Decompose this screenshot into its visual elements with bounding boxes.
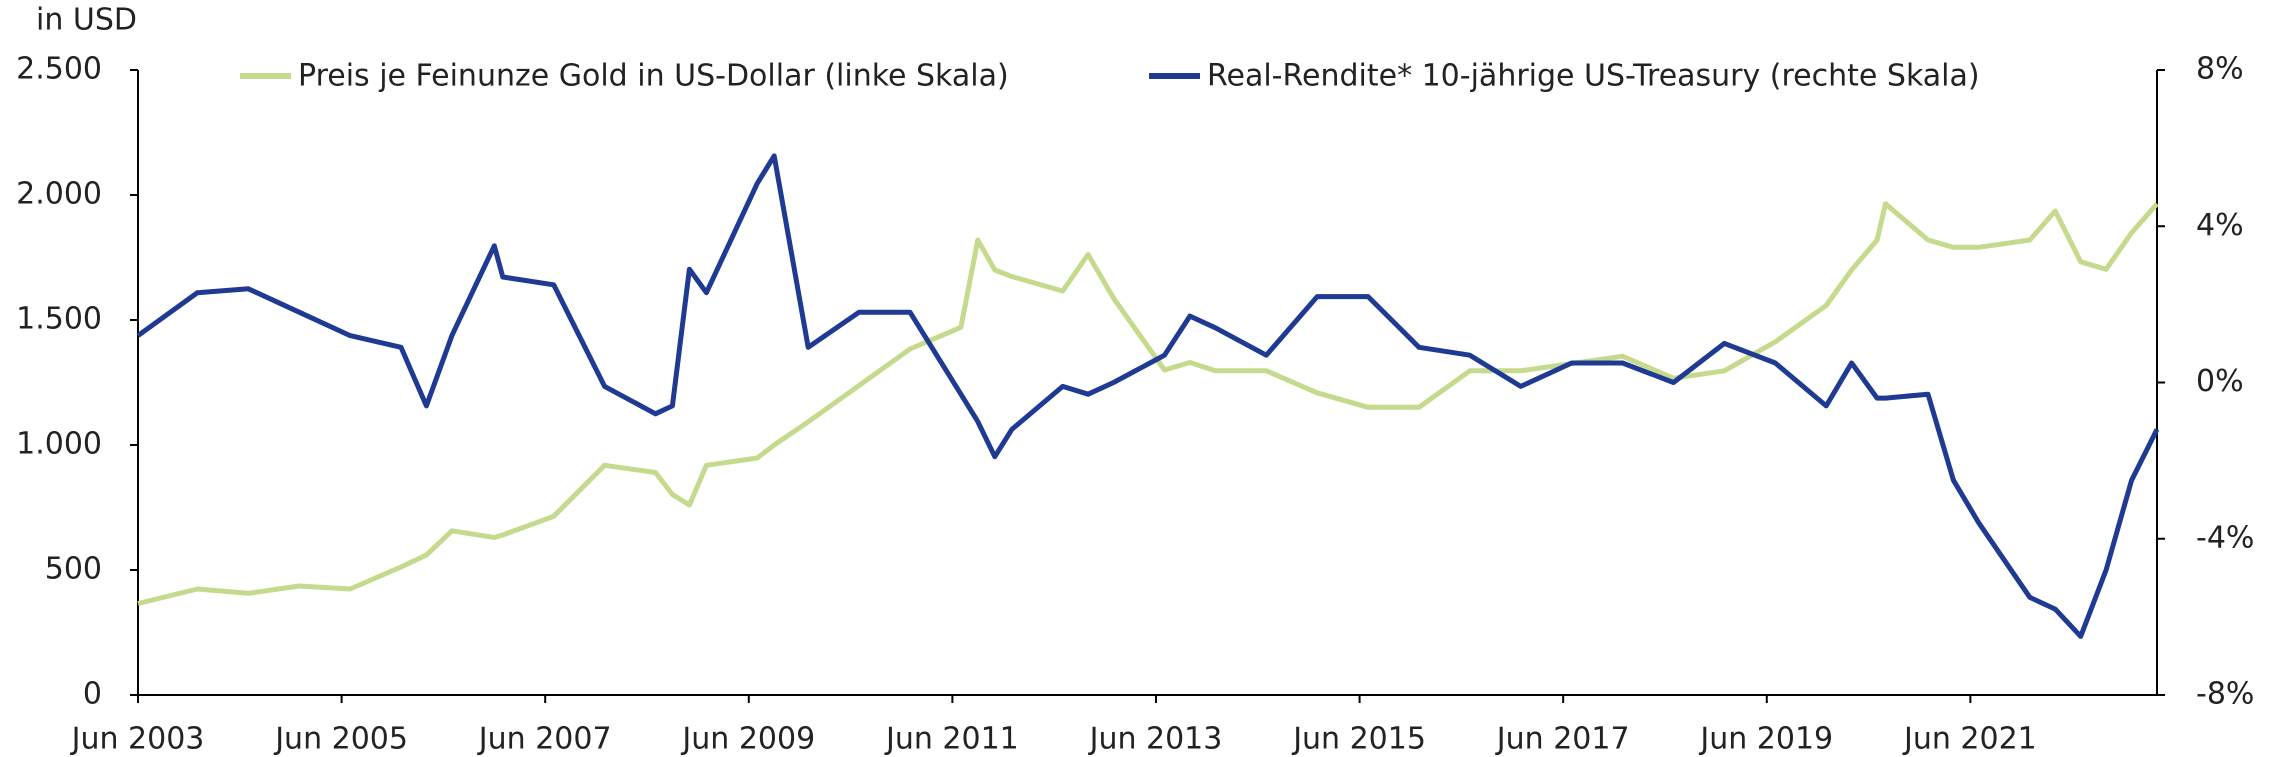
y-tick-label: 1.000	[16, 427, 102, 462]
y-tick-label: 2.500	[16, 52, 102, 87]
y2-tick-label: 0%	[2196, 364, 2244, 399]
series-line	[136, 153, 2160, 639]
y-tick-label: 500	[45, 552, 102, 587]
x-tick-label: Jun 2009	[680, 722, 815, 757]
x-tick-label: Jun 2005	[273, 722, 408, 757]
y2-tick-label: -8%	[2196, 677, 2254, 712]
x-tick-label: Jun 2003	[70, 722, 205, 757]
y2-tick-label: 8%	[2196, 52, 2244, 87]
x-tick-label: Jun 2017	[1495, 722, 1630, 757]
legend-label: Real-Rendite* 10-jährige US-Treasury (re…	[1207, 59, 1980, 94]
series-line	[137, 201, 2159, 606]
y-tick-label: 1.500	[16, 302, 102, 337]
y-tick-label: 2.000	[16, 177, 102, 212]
legend-label: Preis je Feinunze Gold in US-Dollar (lin…	[298, 59, 1009, 94]
x-tick-label: Jun 2015	[1291, 722, 1426, 757]
x-tick-label: Jun 2007	[477, 722, 612, 757]
x-tick-label: Jun 2019	[1698, 722, 1833, 757]
y2-tick-label: 4%	[2196, 208, 2244, 243]
y-axis-label: in USD	[36, 3, 137, 38]
x-tick-label: Jun 2021	[1902, 722, 2037, 757]
x-tick-label: Jun 2013	[1088, 722, 1223, 757]
x-tick-label: Jun 2011	[884, 722, 1019, 757]
y2-tick-label: -4%	[2196, 520, 2254, 555]
y-tick-label: 0	[83, 677, 102, 712]
